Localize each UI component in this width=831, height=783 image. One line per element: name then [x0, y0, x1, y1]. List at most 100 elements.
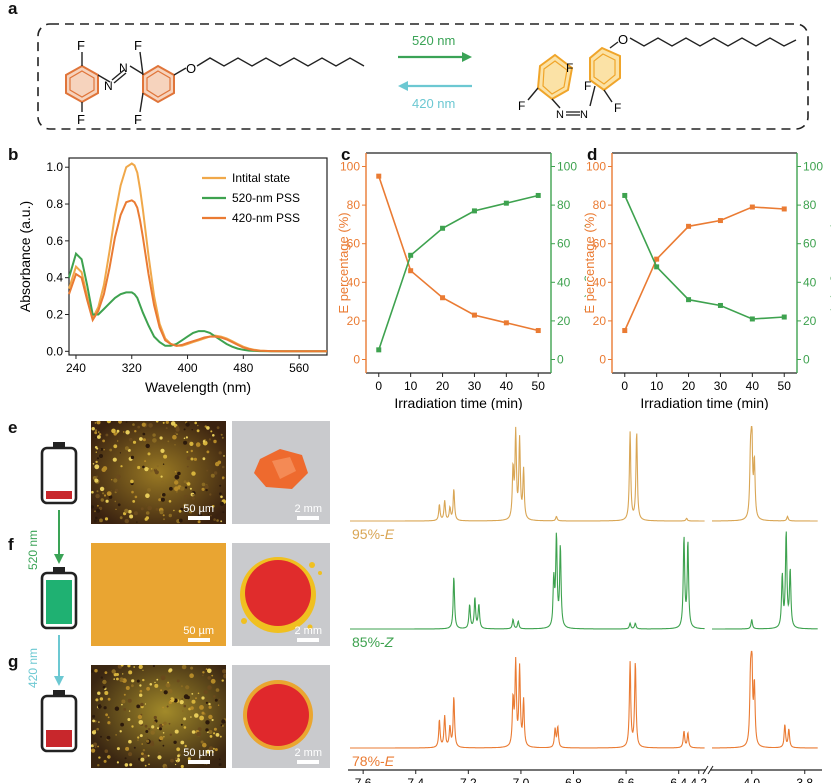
- atom-F-2: F: [77, 112, 85, 127]
- data-point-d: [717, 218, 723, 224]
- texture-speck: [115, 508, 117, 510]
- texture-speck: [219, 735, 222, 738]
- panel-label-g: g: [8, 652, 19, 671]
- texture-speck: [137, 736, 140, 739]
- texture-speck: [160, 497, 165, 502]
- texture-speck: [180, 685, 183, 688]
- texture-speck: [119, 730, 122, 733]
- texture-speck: [94, 464, 100, 470]
- texture-speck: [184, 509, 188, 513]
- texture-speck: [125, 421, 128, 423]
- texture-speck: [163, 518, 165, 521]
- scale-bar-micro-f: 50 µm: [183, 625, 214, 642]
- texture-speck: [152, 438, 157, 443]
- data-point-c: [535, 328, 541, 334]
- data-point-d: [654, 256, 660, 262]
- texture-speck: [197, 424, 199, 427]
- data-point-c: [471, 208, 477, 214]
- x-tick-label-b: 480: [233, 361, 253, 375]
- texture-speck: [183, 503, 187, 507]
- texture-speck: [181, 698, 183, 700]
- texture-speck: [153, 727, 157, 731]
- texture-speck: [116, 706, 118, 709]
- texture-speck: [96, 447, 99, 450]
- x-tick-label-c: 10: [404, 379, 418, 393]
- atom-N-3: N: [556, 109, 564, 121]
- texture-speck: [145, 443, 150, 449]
- texture-speck: [112, 457, 117, 462]
- texture-speck: [174, 480, 179, 485]
- atom-N-1: N: [104, 79, 113, 93]
- texture-speck: [187, 757, 191, 761]
- texture-speck: [99, 518, 103, 523]
- texture-speck: [183, 726, 187, 729]
- texture-speck: [98, 506, 103, 511]
- texture-speck: [168, 500, 172, 503]
- texture-speck: [222, 669, 226, 674]
- texture-speck: [91, 748, 96, 753]
- texture-speck: [188, 509, 190, 512]
- texture-speck: [99, 454, 103, 458]
- texture-speck: [142, 749, 146, 752]
- nmr-trace-label-isomer: Z: [384, 634, 394, 650]
- y-tick-label-b: 0.0: [46, 344, 63, 358]
- data-point-c: [408, 252, 414, 258]
- texture-speck: [218, 451, 222, 455]
- texture-speck: [128, 752, 133, 757]
- texture-speck: [111, 428, 116, 434]
- texture-speck: [123, 693, 126, 696]
- cis-alkyl-chain: [629, 37, 797, 47]
- texture-speck: [209, 735, 213, 738]
- texture-speck: [162, 744, 165, 747]
- texture-speck: [127, 448, 131, 452]
- texture-speck: [196, 731, 202, 737]
- texture-speck: [138, 757, 141, 761]
- texture-speck: [150, 740, 154, 745]
- atom-O-1: O: [186, 61, 196, 76]
- texture-speck: [186, 451, 189, 453]
- texture-speck: [130, 479, 134, 484]
- texture-speck: [159, 436, 163, 440]
- texture-speck: [153, 715, 157, 720]
- texture-speck: [157, 755, 162, 760]
- y-tick-label-b: 0.8: [46, 197, 63, 211]
- texture-speck: [115, 734, 117, 736]
- x-tick-label-d: 50: [778, 379, 792, 393]
- texture-speck: [147, 754, 150, 757]
- texture-speck: [120, 722, 124, 727]
- texture-speck: [108, 755, 111, 759]
- texture-speck: [175, 426, 180, 430]
- texture-speck: [97, 704, 102, 709]
- texture-speck: [190, 706, 194, 710]
- y-tick-label-left-d: 60: [593, 237, 607, 251]
- texture-speck: [146, 739, 150, 743]
- texture-speck: [208, 746, 214, 751]
- texture-speck: [179, 700, 184, 705]
- texture-speck: [156, 678, 159, 681]
- texture-speck: [176, 679, 180, 683]
- texture-speck: [220, 495, 223, 499]
- texture-speck: [120, 665, 124, 667]
- texture-speck: [92, 463, 95, 465]
- battery-icon-f: [40, 567, 78, 630]
- x-tick-label-b: 560: [289, 361, 309, 375]
- texture-speck: [94, 729, 96, 732]
- reverse-label: 420 nm: [412, 96, 455, 111]
- texture-speck: [170, 758, 174, 763]
- texture-speck: [174, 470, 177, 473]
- texture-speck: [91, 744, 94, 748]
- texture-speck: [142, 432, 146, 436]
- texture-speck: [205, 720, 210, 725]
- texture-speck: [201, 696, 205, 700]
- data-point-c: [503, 320, 509, 326]
- texture-speck: [145, 730, 149, 733]
- texture-speck: [110, 490, 113, 492]
- texture-speck: [158, 752, 160, 754]
- atom-O-2: O: [618, 32, 628, 47]
- texture-speck: [159, 727, 162, 731]
- y-tick-label-left-d: 80: [593, 198, 607, 212]
- y-tick-label-left-d: 40: [593, 275, 607, 289]
- texture-speck: [114, 706, 120, 711]
- texture-speck: [189, 487, 192, 490]
- nmr-trace-label: 85%-Z: [352, 634, 394, 650]
